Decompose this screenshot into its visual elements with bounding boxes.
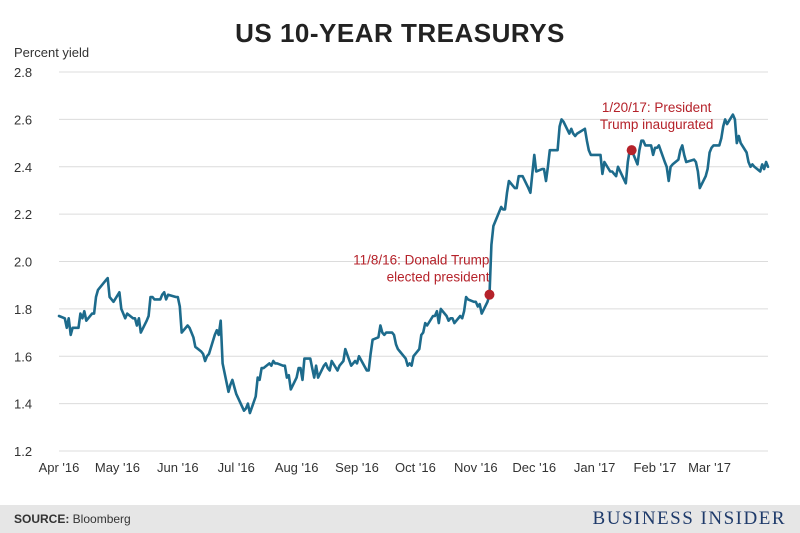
annotation-label: 1/20/17: President [602,100,712,115]
series-line [57,113,770,415]
y-tick-label: 1.4 [14,397,32,412]
annotation-label: Trump inaugurated [600,117,714,132]
x-tick-label: Jun '16 [157,460,199,475]
annotation-label: 11/8/16: Donald Trump [353,253,489,268]
source-note: SOURCE: Bloomberg [14,512,131,526]
y-tick-label: 2.2 [14,207,32,222]
y-tick-label: 2.4 [14,160,32,175]
x-tick-label: Nov '16 [454,460,498,475]
y-tick-label: 2.8 [14,65,32,80]
x-tick-label: Sep '16 [335,460,379,475]
annotation-label: elected president [387,270,490,285]
y-tick-label: 2.6 [14,112,32,127]
x-tick-label: Mar '17 [688,460,731,475]
annotation-marker [484,289,495,300]
x-tick-label: Feb '17 [634,460,677,475]
x-tick-label: Apr '16 [39,460,80,475]
y-tick-label: 1.6 [14,349,32,364]
brand-logo: BUSINESS INSIDER [592,508,786,529]
source-text: Bloomberg [69,512,131,526]
y-tick-label: 1.2 [14,444,32,459]
x-tick-label: Oct '16 [395,460,436,475]
x-tick-label: Jul '16 [218,460,255,475]
y-axis-label: Percent yield [14,45,90,60]
annotation-marker [626,145,637,156]
chart-plot: 1.2 1.4 1.6 1.8 2.0 2.2 2.4 2.6 2.8 Apr '16 May '1… [14,65,770,475]
x-tick-label: Aug '16 [275,460,319,475]
x-tick-label: Dec '16 [512,460,556,475]
x-tick-label: Jan '17 [574,460,616,475]
footer-bar: SOURCE: Bloomberg BUSINESS INSIDER [0,505,800,533]
chart-title: US 10-YEAR TREASURYS [235,18,565,48]
x-tick-label: May '16 [95,460,140,475]
y-tick-label: 1.8 [14,302,32,317]
source-label: SOURCE: [14,512,70,526]
y-tick-label: 2.0 [14,255,32,270]
